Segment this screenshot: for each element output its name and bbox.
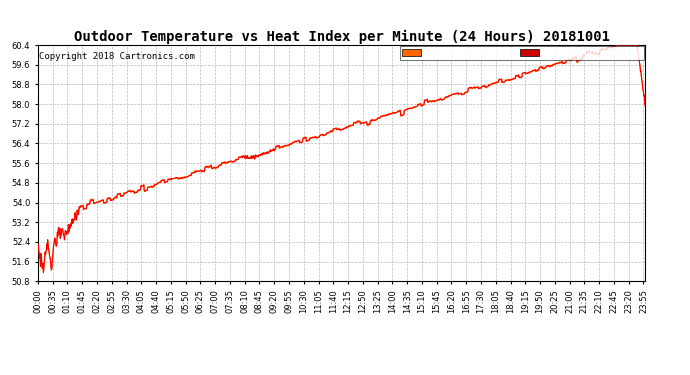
Text: Copyright 2018 Cartronics.com: Copyright 2018 Cartronics.com xyxy=(39,52,195,61)
Legend: Heat Index  (°F), Temperature  (°F): Heat Index (°F), Temperature (°F) xyxy=(400,46,644,60)
Title: Outdoor Temperature vs Heat Index per Minute (24 Hours) 20181001: Outdoor Temperature vs Heat Index per Mi… xyxy=(74,30,609,44)
